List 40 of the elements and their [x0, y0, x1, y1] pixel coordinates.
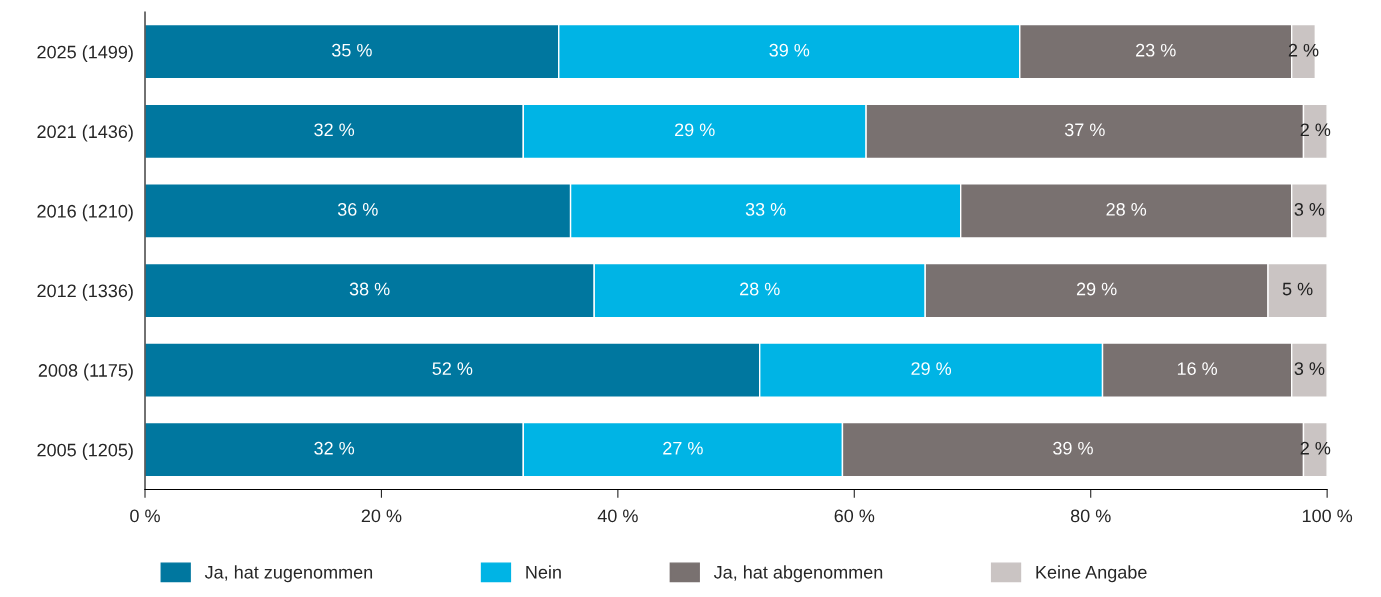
y-tick-label: 2005 (1205) [37, 443, 133, 461]
data-label: 29 % [1076, 282, 1117, 296]
data-label: 3 % [1294, 362, 1325, 375]
legend-label: Nein [526, 565, 561, 579]
legend-label: Ja, hat abgenommen [713, 565, 883, 583]
data-label: 2 % [1288, 43, 1319, 57]
x-tick-label: 80 % [1070, 509, 1111, 523]
data-label: 35 % [331, 43, 372, 57]
data-label: 2 % [1300, 123, 1331, 137]
data-label: 32 % [314, 441, 355, 455]
data-label: 33 % [745, 203, 786, 216]
data-label: 52 % [432, 362, 473, 375]
y-tick-label: 2021 (1436) [37, 124, 133, 142]
data-label: 16 % [1177, 362, 1218, 375]
x-tick-label: 40 % [597, 509, 638, 523]
x-tick-label: 100 % [1302, 509, 1353, 523]
x-tick-label: 60 % [834, 509, 875, 523]
data-label: 37 % [1064, 123, 1105, 137]
y-tick-label: 2008 (1175) [38, 363, 133, 381]
data-label: 29 % [911, 362, 952, 375]
data-label: 28 % [1106, 203, 1147, 216]
data-label: 36 % [337, 203, 378, 216]
y-tick-label: 2012 (1336) [37, 284, 133, 301]
legend-label: Keine Angabe [1036, 565, 1147, 583]
data-label: 3 % [1294, 203, 1325, 216]
x-tick-label: 0 % [130, 509, 160, 523]
data-label: 27 % [663, 441, 703, 455]
data-label: 32 % [314, 123, 355, 137]
y-tick-label: 2016 (1210) [37, 204, 133, 222]
data-label: 28 % [740, 282, 780, 296]
data-label: 29 % [675, 123, 715, 137]
data-label: 2 % [1300, 441, 1331, 455]
y-tick-label: 2025 (1499) [37, 45, 133, 63]
legend-label: Ja, hat zugenommen [204, 565, 373, 583]
x-tick-label: 20 % [361, 509, 402, 523]
data-label: 39 % [1053, 441, 1093, 455]
data-label: 39 % [769, 43, 810, 57]
data-label: 38 % [349, 282, 390, 296]
data-label: 5 % [1282, 282, 1313, 296]
data-label: 23 % [1136, 43, 1176, 57]
